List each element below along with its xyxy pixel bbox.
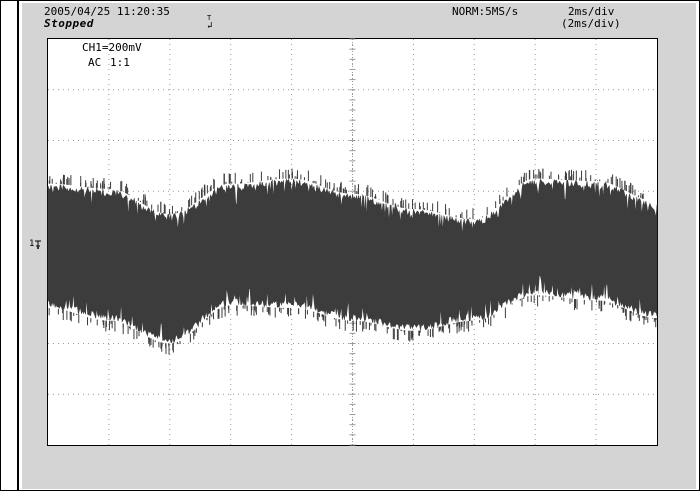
ground-level-label: 1 — [29, 239, 35, 249]
timebase-readout: 2ms/div — [568, 5, 615, 18]
frame-divider — [17, 0, 19, 491]
channel-coupling: AC — [88, 56, 102, 69]
waveform-trace-ch1 — [47, 178, 658, 344]
ground-level-icon: 1 — [29, 239, 41, 249]
channel-scale: CH1=200mV — [82, 41, 142, 54]
probe-attenuation: 1:1 — [110, 56, 130, 69]
timestamp: 2005/04/25 11:20:35 — [44, 5, 170, 18]
waveform-graticule — [47, 38, 658, 446]
sample-mode: NORM:5MS/s — [452, 5, 519, 18]
trigger-label: T — [207, 14, 212, 22]
acquisition-status: Stopped — [44, 17, 94, 30]
timebase-setting: (2ms/div) — [561, 17, 621, 30]
